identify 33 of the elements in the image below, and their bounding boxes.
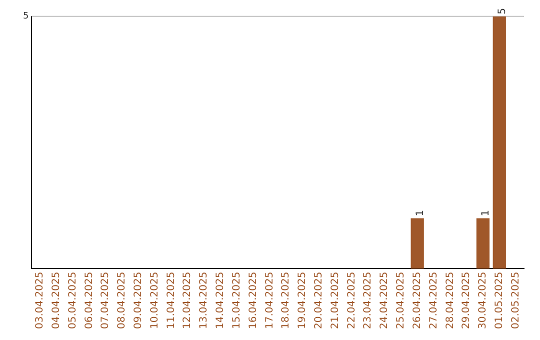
x-tick-label: 01.05.2025 <box>494 272 505 330</box>
x-tick-label: 22.04.2025 <box>346 272 358 330</box>
x-tick-label: 12.04.2025 <box>182 272 194 330</box>
x-tick-label: 29.04.2025 <box>461 272 472 330</box>
x-tick-label: 17.04.2025 <box>264 272 276 330</box>
x-tick-label: 07.04.2025 <box>100 272 112 330</box>
x-tick-label: 28.04.2025 <box>444 272 456 330</box>
x-tick-label: 18.04.2025 <box>280 272 292 330</box>
x-tick-label: 10.04.2025 <box>149 272 160 330</box>
x-tick-label: 14.04.2025 <box>215 272 226 330</box>
x-tick-label: 19.04.2025 <box>297 272 308 330</box>
x-tick-label: 05.04.2025 <box>67 272 78 330</box>
x-tick-label: 09.04.2025 <box>132 272 144 330</box>
x-tick-label: 26.04.2025 <box>412 272 423 330</box>
x-tick-label: 06.04.2025 <box>84 272 95 330</box>
data-label: 1 <box>414 210 426 216</box>
x-tick-label: 30.04.2025 <box>478 272 489 330</box>
data-label: 1 <box>480 210 492 216</box>
x-tick-label: 15.04.2025 <box>231 272 242 330</box>
x-tick-label: 20.04.2025 <box>313 272 324 330</box>
x-tick-label: 04.04.2025 <box>50 272 62 330</box>
x-tick-label: 21.04.2025 <box>330 272 341 330</box>
x-tick-label: 23.04.2025 <box>362 272 374 330</box>
x-tick-label: 27.04.2025 <box>428 272 440 330</box>
x-tick-label: 13.04.2025 <box>198 272 210 330</box>
x-tick-label: 25.04.2025 <box>396 272 407 330</box>
x-tick-label: 08.04.2025 <box>116 272 128 330</box>
x-tick-label: 02.05.2025 <box>510 272 522 330</box>
x-tick-label: 24.04.2025 <box>379 272 390 330</box>
x-tick-label: 16.04.2025 <box>248 272 259 330</box>
data-label: 5 <box>496 8 508 14</box>
x-tick-label: 03.04.2025 <box>34 272 46 330</box>
x-tick-label: 11.04.2025 <box>166 272 177 330</box>
